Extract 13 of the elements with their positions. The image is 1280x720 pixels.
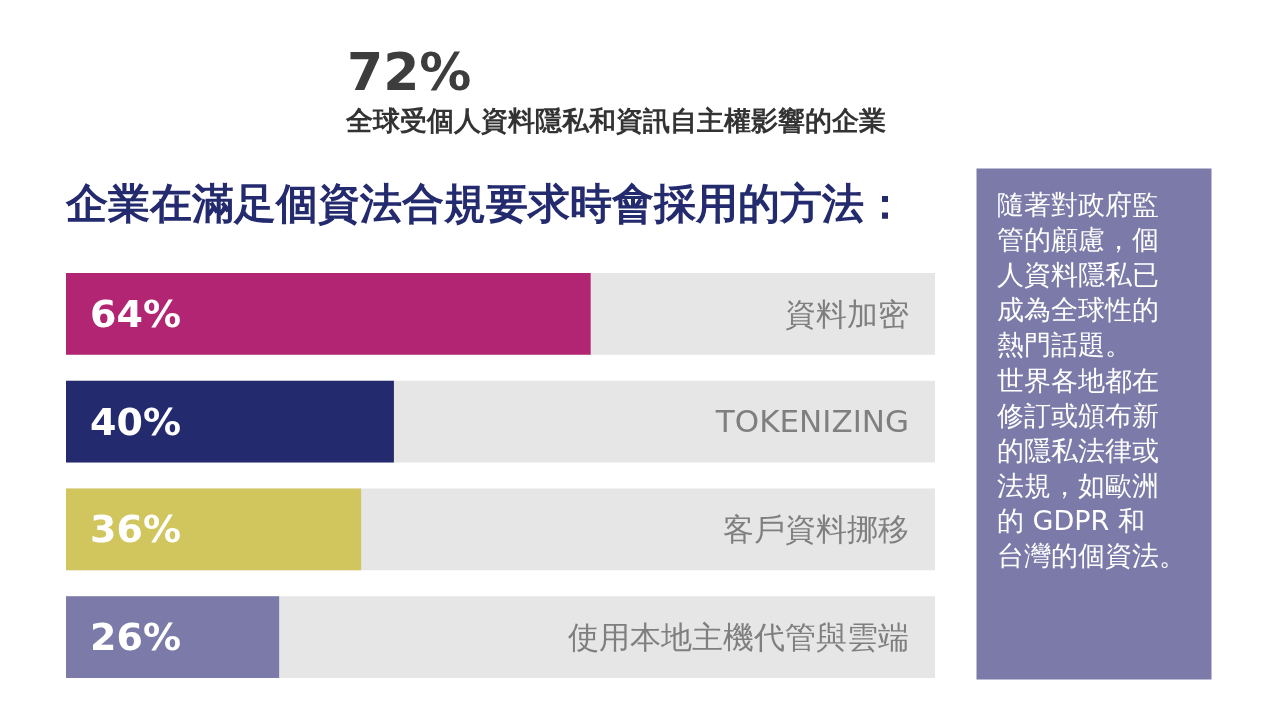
y-tick-label: 資料加密 [785,295,909,332]
data-label: 36% [90,507,181,551]
chart-title: 企業在滿足個資法合規要求時會採用的方法： [65,178,906,228]
text: 全球受個人資料隱私和資訊自主權影響的企業 [345,105,886,136]
text: 隨著對政府監管的顧慮，個人資料隱私已成為全球性的熱門話題。世界各地都在修訂或頒布新的隱私法律或法規，如歐洲的 GDPR 和台灣的個資法。 [997,189,1186,571]
y-tick-label: TOKENIZING [714,403,909,440]
bar [66,596,280,679]
text: 72% [347,42,472,102]
y-tick-label: 使用本地主機代管與雲端 [568,618,909,655]
data-label: 64% [90,292,181,336]
y-tick-label: 客戶資料挪移 [723,511,909,548]
data-label: 26% [90,615,181,659]
data-label: 40% [90,400,181,444]
